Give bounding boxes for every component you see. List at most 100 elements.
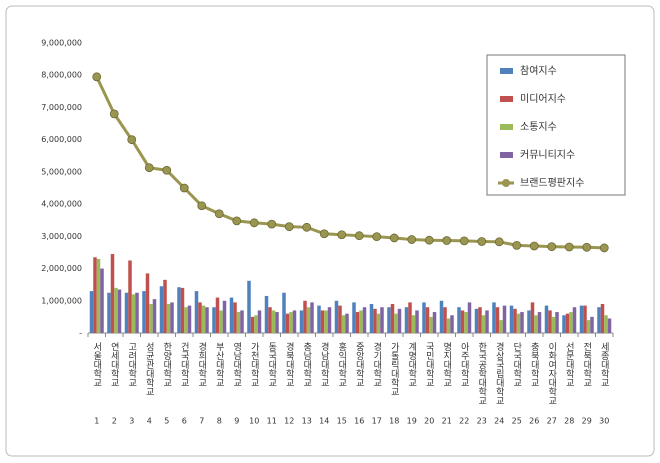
bar xyxy=(240,310,244,333)
x-rank-label: 25 xyxy=(512,417,522,426)
bar xyxy=(324,310,328,333)
x-rank-label: 10 xyxy=(249,417,259,426)
x-tick-label: 이화여자대학교 xyxy=(546,342,556,405)
bar xyxy=(170,302,174,333)
bar xyxy=(516,313,521,333)
bar xyxy=(439,300,444,333)
bar xyxy=(338,305,342,333)
bar xyxy=(117,289,122,333)
bar xyxy=(408,302,412,333)
bar xyxy=(341,315,346,333)
bar xyxy=(376,313,381,333)
bar xyxy=(198,302,202,333)
x-tick-label: 고려대학교 xyxy=(126,342,136,387)
bar xyxy=(397,308,402,333)
bar xyxy=(607,318,612,333)
bar xyxy=(600,304,605,333)
x-tick-label: 명지대학교 xyxy=(441,342,451,387)
x-rank-label: 15 xyxy=(337,417,347,426)
bar xyxy=(467,302,472,333)
line-marker xyxy=(109,109,119,119)
bar xyxy=(415,310,419,333)
x-tick-label: 충북대학교 xyxy=(529,342,539,387)
bar xyxy=(187,305,192,333)
legend-swatch xyxy=(500,152,513,158)
x-tick-label: 전북대학교 xyxy=(581,342,591,387)
line-marker xyxy=(179,183,189,193)
bar xyxy=(275,312,279,333)
x-rank-label: 30 xyxy=(599,417,609,426)
bar xyxy=(194,291,199,333)
x-tick-label: 계명대학교 xyxy=(406,341,416,387)
bar xyxy=(327,307,332,333)
line-marker xyxy=(162,165,172,175)
legend-label: 참여지수 xyxy=(520,65,557,77)
bar xyxy=(131,294,136,333)
legend-label: 커뮤니티지수 xyxy=(520,149,575,161)
bar xyxy=(149,304,153,333)
bar xyxy=(572,307,577,333)
bar xyxy=(474,308,479,333)
bar xyxy=(345,313,349,333)
x-rank-label: 12 xyxy=(284,417,294,426)
bar xyxy=(530,302,535,333)
line-marker xyxy=(267,219,277,229)
x-rank-label: 28 xyxy=(564,417,574,426)
legend-label: 소통지수 xyxy=(520,121,557,133)
bar xyxy=(369,304,374,333)
bar xyxy=(317,305,321,333)
x-tick-label: 세종대학교 xyxy=(599,342,609,387)
bar xyxy=(495,307,500,333)
bar xyxy=(285,313,290,333)
x-rank-label: 2 xyxy=(112,417,117,426)
x-rank-label: 5 xyxy=(164,417,169,426)
bar xyxy=(509,305,514,333)
x-tick-label: 가천대학교 xyxy=(249,342,259,387)
x-tick-label: 국민대학교 xyxy=(424,342,434,387)
x-rank-label: 27 xyxy=(547,417,557,426)
bar xyxy=(135,292,139,333)
bar xyxy=(257,310,262,333)
bar xyxy=(579,305,584,333)
line-marker xyxy=(547,242,557,252)
bar xyxy=(404,307,409,333)
x-rank-label: 11 xyxy=(267,417,277,426)
y-tick-label: 4,000,000 xyxy=(41,200,82,209)
y-tick-label: 5,000,000 xyxy=(41,167,82,176)
x-rank-label: 8 xyxy=(217,417,222,426)
bar xyxy=(499,320,503,333)
bar xyxy=(565,313,570,333)
line-marker xyxy=(127,135,137,145)
bar xyxy=(527,310,531,333)
bar xyxy=(289,312,293,333)
bar xyxy=(236,312,241,333)
bar xyxy=(180,287,185,333)
bar xyxy=(282,292,286,333)
bar xyxy=(268,307,272,333)
legend-swatch xyxy=(500,124,513,130)
bar xyxy=(562,315,566,333)
bar xyxy=(586,320,591,333)
line-marker xyxy=(442,236,452,245)
bar xyxy=(177,287,181,333)
legend-swatch xyxy=(502,179,510,187)
bar xyxy=(124,292,129,333)
line-marker xyxy=(249,218,259,228)
bar xyxy=(222,300,227,333)
bar xyxy=(215,297,220,333)
bar xyxy=(352,302,356,333)
bar xyxy=(544,305,549,333)
bar xyxy=(93,257,97,333)
y-tick-label: 7,000,000 xyxy=(41,103,82,112)
x-rank-label: 22 xyxy=(459,417,469,426)
bar xyxy=(205,307,209,333)
x-tick-label: 경북대학교 xyxy=(284,341,294,387)
bar xyxy=(100,268,104,333)
x-rank-label: 13 xyxy=(302,417,312,426)
x-tick-label: 아주대학교 xyxy=(459,342,469,387)
bar xyxy=(163,279,167,333)
line-marker xyxy=(529,241,539,251)
x-tick-label: 선문대학교 xyxy=(564,342,574,387)
legend-swatch xyxy=(500,96,513,102)
line-marker xyxy=(424,235,434,245)
